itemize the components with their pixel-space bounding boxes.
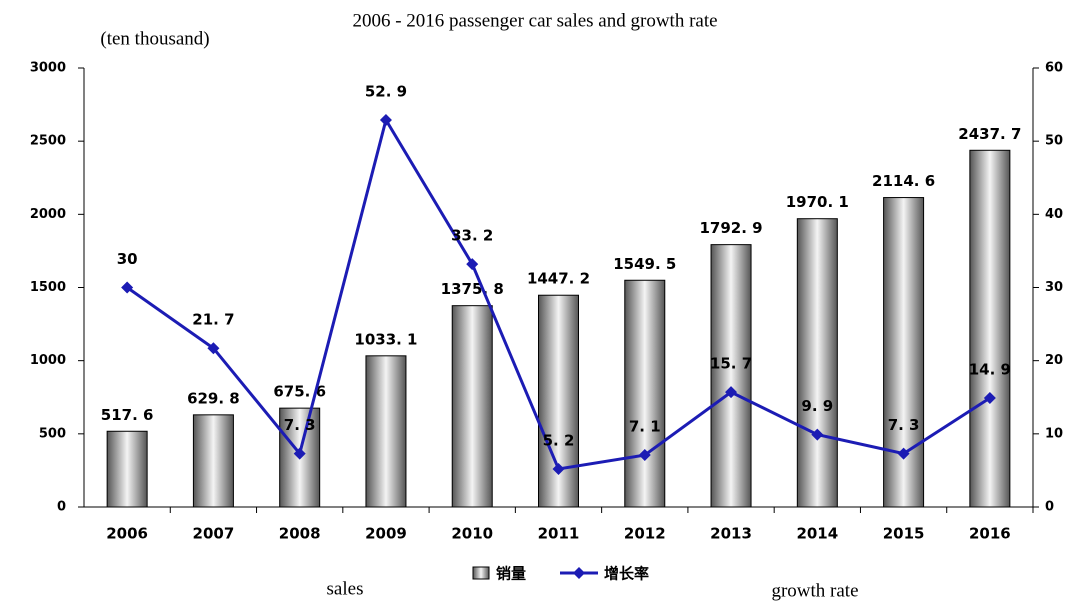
value-label: 9. 9 [801, 397, 833, 415]
value-label: 1792. 9 [699, 219, 762, 237]
x-tick-label: 2014 [796, 525, 838, 543]
value-label: 1447. 2 [527, 270, 590, 288]
value-label: 7. 1 [629, 418, 661, 436]
x-tick-label: 2016 [969, 525, 1011, 543]
annotation: sales [327, 578, 364, 599]
bar [969, 149, 1011, 508]
bar [538, 294, 579, 508]
marker [638, 449, 651, 462]
x-tick-label: 2011 [538, 525, 580, 543]
x-tick-label: 2008 [279, 525, 321, 543]
marker [811, 428, 824, 441]
y2-tick-label: 10 [1045, 426, 1063, 441]
marker [293, 447, 306, 460]
value-label: 1549. 5 [613, 255, 676, 273]
y-tick-label: 1000 [30, 353, 66, 368]
value-label: 5. 2 [543, 431, 575, 449]
x-tick-label: 2012 [624, 525, 666, 543]
marker [207, 342, 220, 355]
bar [192, 414, 234, 508]
value-label: 2114. 6 [872, 172, 935, 190]
marker [379, 113, 392, 126]
value-label: 1375. 8 [441, 280, 504, 298]
chart-title: 2006 - 2016 passenger car sales and grow… [352, 10, 717, 31]
marker [983, 391, 996, 404]
y2-tick-label: 0 [1045, 500, 1054, 515]
value-label: 629. 8 [187, 389, 240, 407]
marker [121, 281, 134, 294]
bar [796, 218, 838, 508]
legend-swatch [472, 566, 490, 580]
marker [466, 258, 479, 271]
value-label: 7. 3 [888, 416, 920, 434]
value-label: 517. 6 [101, 406, 154, 424]
marker [725, 386, 738, 399]
bar [883, 197, 925, 508]
bar [106, 430, 148, 508]
x-tick-label: 2009 [365, 525, 407, 543]
value-label: 2437. 7 [958, 125, 1021, 143]
y2-tick-label: 50 [1045, 134, 1063, 149]
value-label: 7. 3 [284, 416, 316, 434]
value-label: 675. 6 [273, 383, 326, 401]
value-label: 14. 9 [969, 360, 1011, 378]
marker [552, 462, 565, 475]
value-label: 15. 7 [710, 355, 752, 373]
value-label: 30 [117, 250, 138, 268]
value-label: 21. 7 [192, 311, 234, 329]
marker [897, 447, 910, 460]
bar [710, 244, 752, 508]
x-tick-label: 2006 [106, 525, 148, 543]
x-tick-label: 2007 [193, 525, 235, 543]
bar [365, 355, 407, 508]
x-tick-label: 2013 [710, 525, 752, 543]
legend-label: 销量 [496, 565, 526, 583]
y-tick-label: 500 [39, 426, 66, 441]
value-label: 1033. 1 [354, 330, 417, 348]
y2-tick-label: 40 [1045, 207, 1063, 222]
y-tick-label: 2500 [30, 134, 66, 149]
x-tick-label: 2010 [451, 525, 493, 543]
value-label: 33. 2 [451, 227, 493, 245]
y2-tick-label: 20 [1045, 353, 1063, 368]
y-tick-label: 2000 [30, 207, 66, 222]
y2-tick-label: 60 [1045, 61, 1063, 76]
bar [451, 305, 493, 508]
value-label: 1970. 1 [786, 193, 849, 211]
annotation: growth rate [771, 580, 858, 601]
legend-label: 增长率 [604, 565, 649, 583]
y-axis-label: (ten thousand) [100, 28, 209, 49]
legend-marker [573, 567, 585, 579]
value-label: 52. 9 [365, 82, 407, 100]
y-tick-label: 0 [57, 500, 66, 515]
y2-tick-label: 30 [1045, 280, 1063, 295]
x-tick-label: 2015 [883, 525, 925, 543]
bar [624, 279, 666, 508]
y-tick-label: 3000 [30, 61, 66, 76]
y-tick-label: 1500 [30, 280, 66, 295]
